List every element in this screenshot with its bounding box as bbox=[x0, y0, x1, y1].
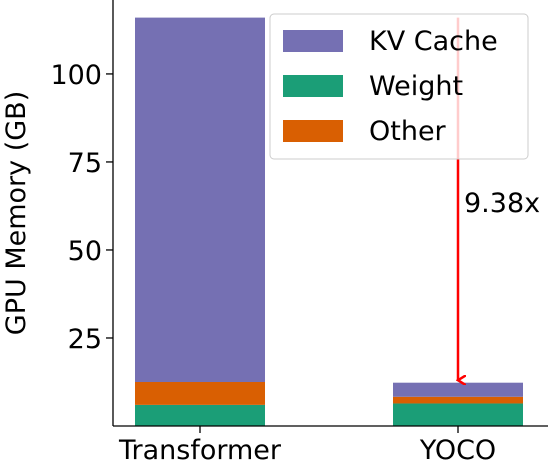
legend-swatch-other bbox=[283, 120, 343, 142]
bar-transformer-weight bbox=[135, 404, 265, 426]
y-tick-label: 50 bbox=[68, 236, 102, 267]
y-tick-label: 75 bbox=[68, 148, 102, 179]
legend-swatch-weight bbox=[283, 75, 343, 97]
bar-yoco-weight bbox=[393, 403, 523, 426]
bar-yoco-other bbox=[393, 396, 523, 404]
bar-yoco-kv-cache bbox=[393, 382, 523, 397]
y-tick-label: 25 bbox=[68, 324, 102, 355]
x-tick-label-yoco: YOCO bbox=[419, 435, 496, 465]
legend-label-kv-cache: KV Cache bbox=[369, 26, 498, 57]
x-tick-label-transformer: Transformer bbox=[118, 435, 282, 465]
legend: KV Cache Weight Other bbox=[269, 13, 529, 160]
bar-transformer-other bbox=[135, 381, 265, 405]
legend-label-other: Other bbox=[369, 116, 447, 147]
y-tick-label: 100 bbox=[50, 60, 102, 91]
legend-swatch-kv-cache bbox=[283, 30, 343, 52]
legend-label-weight: Weight bbox=[369, 71, 463, 102]
y-axis-label: GPU Memory (GB) bbox=[1, 91, 32, 335]
bars-layer bbox=[135, 17, 523, 426]
reduction-label: 9.38x bbox=[464, 188, 540, 219]
bar-transformer-kv-cache bbox=[135, 17, 265, 382]
